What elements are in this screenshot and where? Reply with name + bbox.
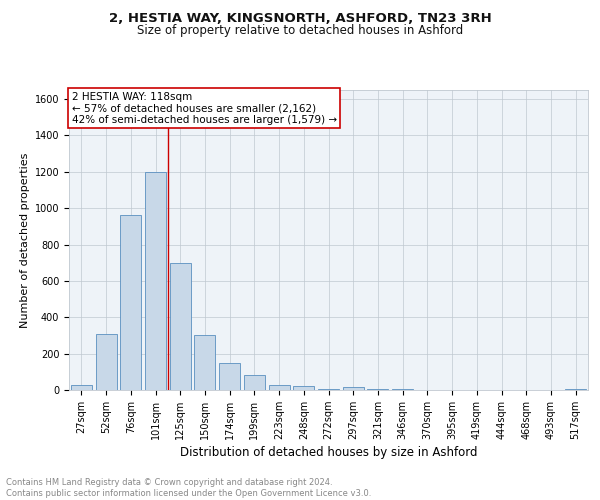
Bar <box>170 262 191 390</box>
Bar <box>293 386 314 390</box>
Bar <box>392 388 413 390</box>
Bar <box>343 388 364 390</box>
Text: 2 HESTIA WAY: 118sqm
← 57% of detached houses are smaller (2,162)
42% of semi-de: 2 HESTIA WAY: 118sqm ← 57% of detached h… <box>71 92 337 124</box>
Bar <box>219 362 240 390</box>
Bar <box>194 336 215 390</box>
Bar <box>145 172 166 390</box>
Bar <box>565 388 586 390</box>
Y-axis label: Number of detached properties: Number of detached properties <box>20 152 31 328</box>
Bar <box>318 389 339 390</box>
Bar <box>71 386 92 390</box>
Text: Size of property relative to detached houses in Ashford: Size of property relative to detached ho… <box>137 24 463 37</box>
Bar <box>120 216 141 390</box>
Bar <box>269 384 290 390</box>
Bar <box>95 334 116 390</box>
Bar <box>244 376 265 390</box>
Text: 2, HESTIA WAY, KINGSNORTH, ASHFORD, TN23 3RH: 2, HESTIA WAY, KINGSNORTH, ASHFORD, TN23… <box>109 12 491 26</box>
X-axis label: Distribution of detached houses by size in Ashford: Distribution of detached houses by size … <box>180 446 477 459</box>
Text: Contains HM Land Registry data © Crown copyright and database right 2024.
Contai: Contains HM Land Registry data © Crown c… <box>6 478 371 498</box>
